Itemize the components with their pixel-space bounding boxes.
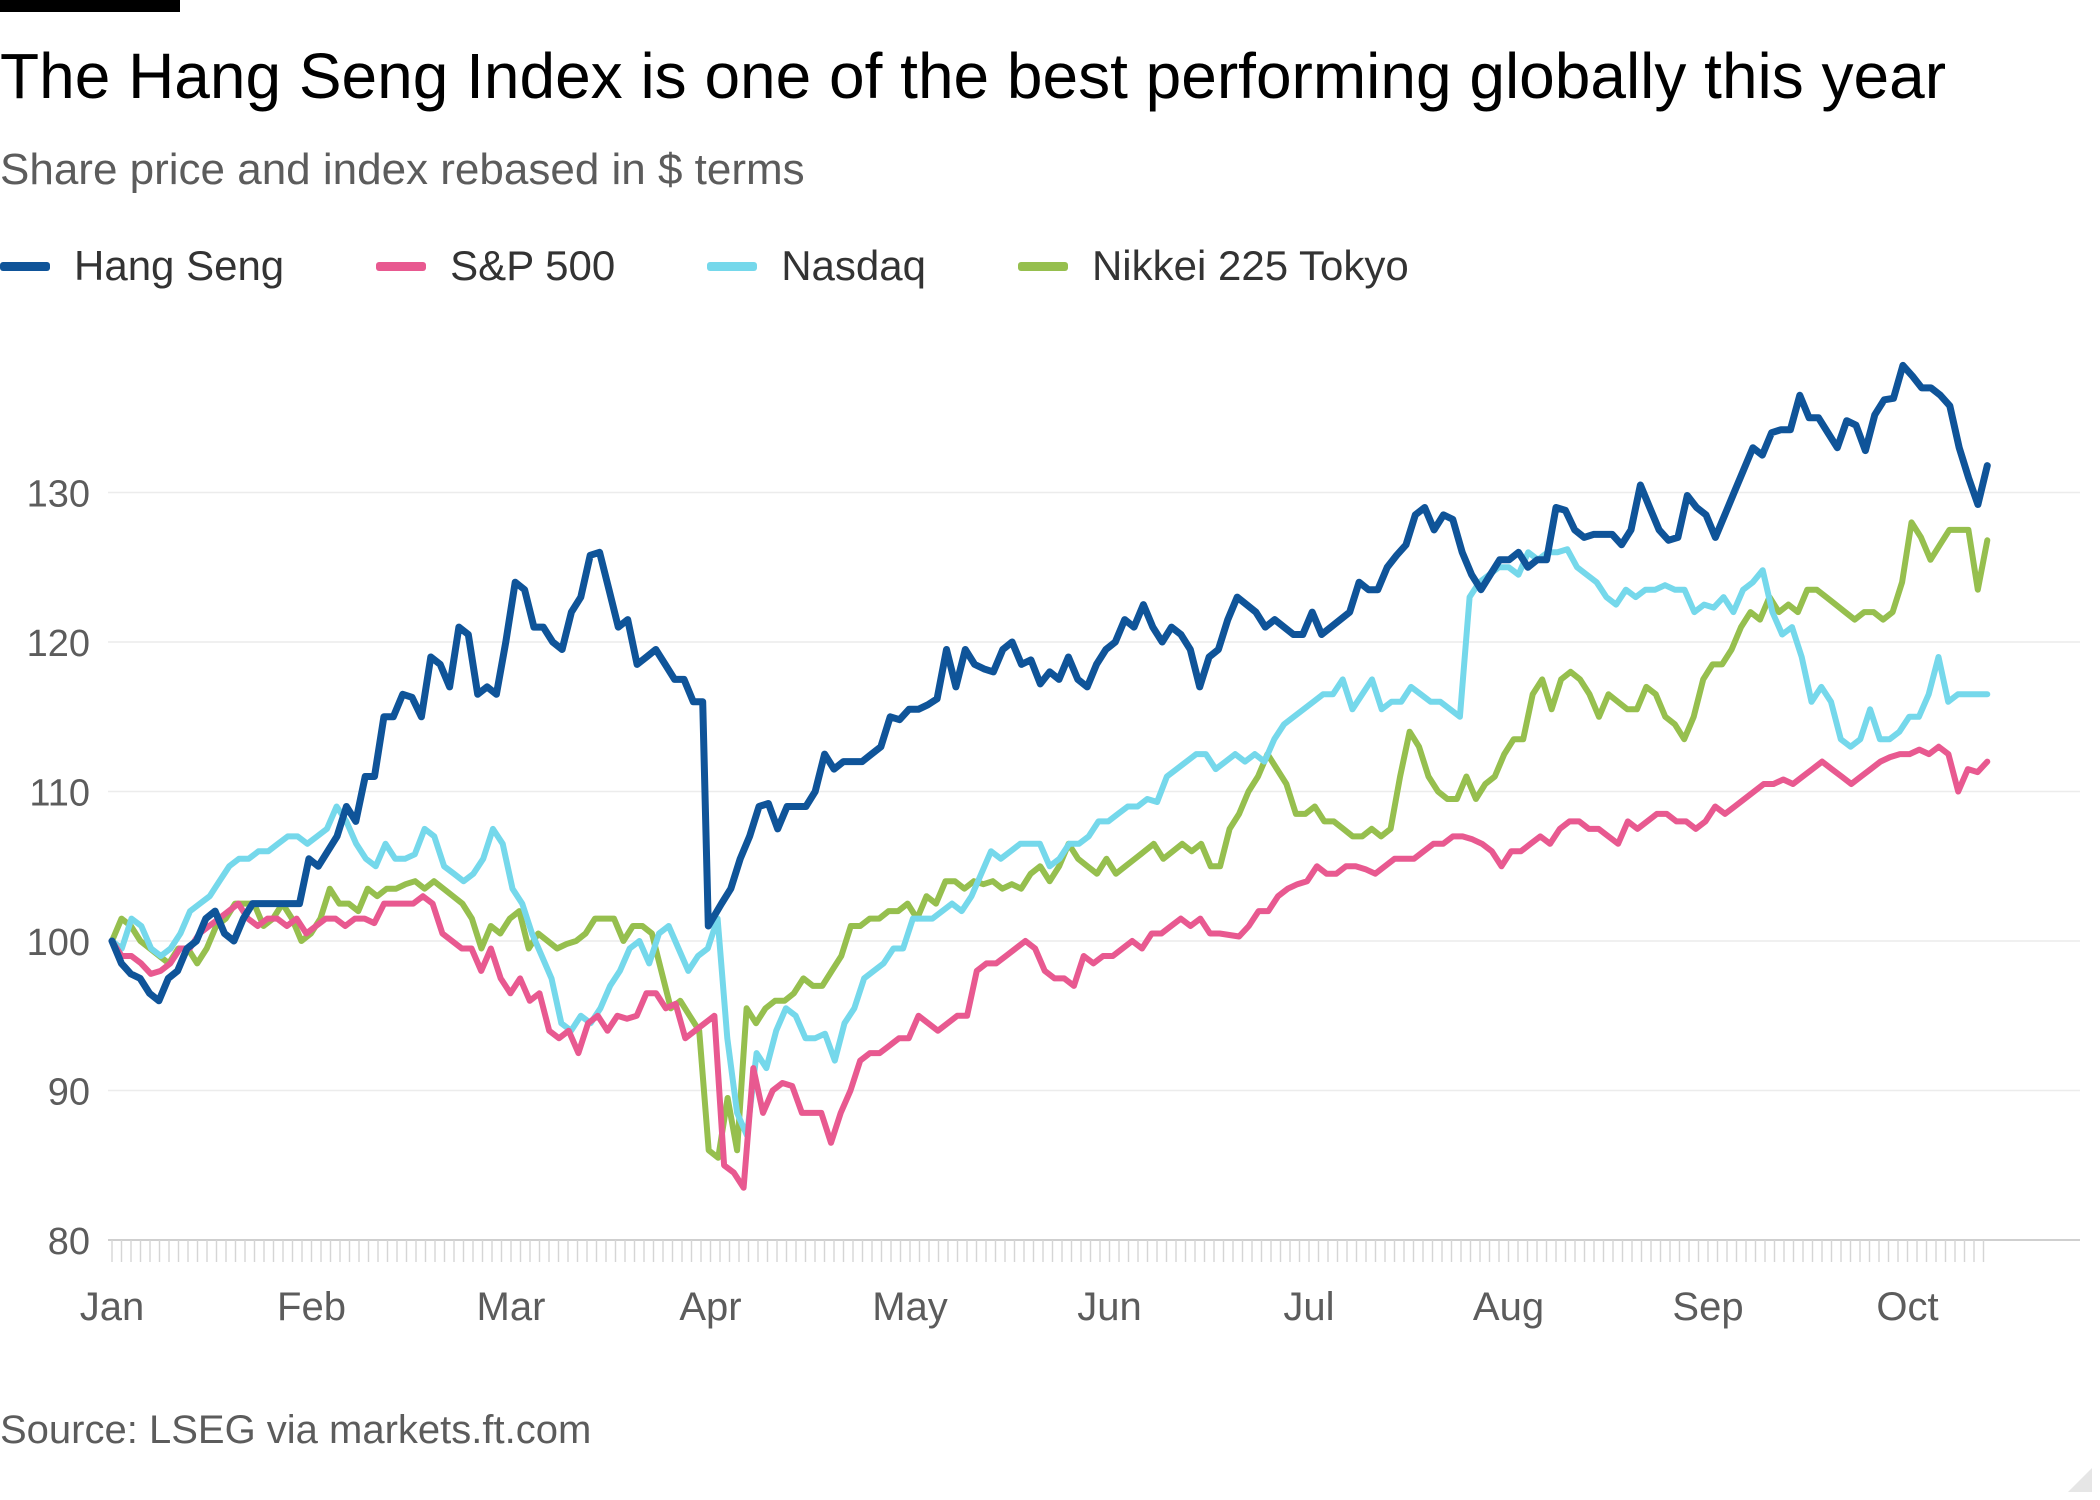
y-tick-label: 100 <box>27 922 90 964</box>
legend-swatch <box>707 261 758 271</box>
line-chart: 80 90 100 110 120 130 Jan Feb Mar Apr May Jun Jul Au… <box>27 361 2080 1329</box>
legend-item-nikkei-225-tokyo: Nikkei 225 Tokyo <box>1017 236 1409 296</box>
resize-corner-icon <box>2068 1468 2092 1492</box>
y-tick-label: 80 <box>48 1221 90 1263</box>
x-tick-label-jul: Jul <box>1283 1285 1334 1329</box>
x-tick-label-jun: Jun <box>1077 1285 1142 1329</box>
legend-item-s-p-500: S&P 500 <box>376 236 615 296</box>
top-rule <box>0 0 180 12</box>
x-tick-label-sep: Sep <box>1672 1285 1743 1329</box>
y-axis-labels: 80 90 100 110 120 130 <box>27 474 90 1264</box>
legend-item-nasdaq: Nasdaq <box>707 236 926 296</box>
x-axis-labels: Jan Feb Mar Apr May Jun Jul Aug Sep Oct <box>80 1285 1939 1329</box>
series-line-nikkei-225-tokyo <box>109 519 1991 1161</box>
source-note: Source: LSEG via markets.ft.com <box>0 1408 592 1452</box>
series-line-hang-seng <box>108 361 1991 1005</box>
chart-title: The Hang Seng Index is one of the best p… <box>0 40 1947 112</box>
grid-lines <box>108 491 2080 1241</box>
legend-swatch <box>1017 261 1068 271</box>
y-tick-label: 110 <box>29 773 90 815</box>
series-lines <box>108 361 1991 1191</box>
legend-item-hang-seng: Hang Seng <box>0 236 284 296</box>
legend: Hang Seng S&P 500 Nasdaq Nikkei 225 Tokyo <box>0 236 1501 296</box>
x-tick-label-mar: Mar <box>477 1285 546 1329</box>
legend-label: S&P 500 <box>450 242 616 289</box>
x-tick-label-aug: Aug <box>1473 1285 1544 1329</box>
y-tick-label: 130 <box>27 474 90 516</box>
legend-swatch <box>376 261 427 271</box>
series-line-s-p-500 <box>109 743 1991 1191</box>
y-tick-label: 90 <box>48 1072 90 1114</box>
x-tick-label-apr: Apr <box>679 1285 741 1329</box>
legend-label: Nikkei 225 Tokyo <box>1091 242 1409 289</box>
x-tick-label-oct: Oct <box>1876 1285 1938 1329</box>
x-tick-label-feb: Feb <box>277 1285 346 1329</box>
x-tick-label-may: May <box>872 1285 948 1329</box>
x-axis-ticks <box>111 1240 1985 1262</box>
series-line-nasdaq <box>109 546 1991 1139</box>
x-tick-label-jan: Jan <box>80 1285 145 1329</box>
legend-label: Hang Seng <box>74 242 285 289</box>
legend-swatch <box>0 261 50 271</box>
legend-label: Nasdaq <box>781 242 926 289</box>
y-tick-label: 120 <box>27 623 90 665</box>
chart-subtitle: Share price and index rebased in $ terms <box>0 145 805 194</box>
